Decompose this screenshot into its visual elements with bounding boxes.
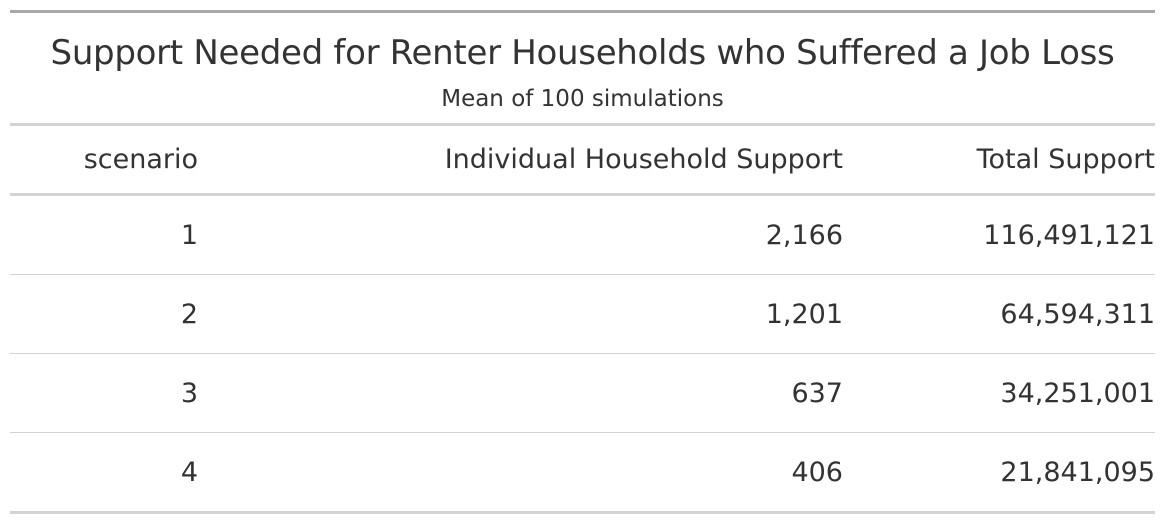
column-header-total-support: Total Support [843, 126, 1155, 196]
cell-individual-support: 406 [198, 432, 843, 514]
summary-table: Support Needed for Renter Households who… [10, 10, 1155, 514]
cell-total-support: 116,491,121 [843, 194, 1155, 275]
table-row: 2 1,201 64,594,311 [10, 274, 1155, 354]
top-rule [10, 10, 1155, 13]
table-subtitle: Mean of 100 simulations [441, 86, 724, 112]
table-row: 4 406 21,841,095 [10, 432, 1155, 514]
cell-scenario: 2 [10, 274, 198, 354]
table-row: 1 2,166 116,491,121 [10, 194, 1155, 275]
column-header-scenario: scenario [10, 126, 198, 196]
cell-scenario: 1 [10, 194, 198, 275]
cell-individual-support: 2,166 [198, 194, 843, 275]
data-table: scenario Individual Household Support To… [10, 126, 1155, 514]
cell-scenario: 3 [10, 353, 198, 433]
header-row: scenario Individual Household Support To… [10, 126, 1155, 196]
cell-total-support: 34,251,001 [843, 353, 1155, 433]
table-title: Support Needed for Renter Households who… [50, 33, 1115, 73]
cell-individual-support: 637 [198, 353, 843, 433]
cell-individual-support: 1,201 [198, 274, 843, 354]
cell-scenario: 4 [10, 432, 198, 514]
cell-total-support: 21,841,095 [843, 432, 1155, 514]
table-row: 3 637 34,251,001 [10, 353, 1155, 433]
cell-total-support: 64,594,311 [843, 274, 1155, 354]
column-header-individual-support: Individual Household Support [198, 126, 843, 196]
header-rule [10, 123, 1155, 126]
